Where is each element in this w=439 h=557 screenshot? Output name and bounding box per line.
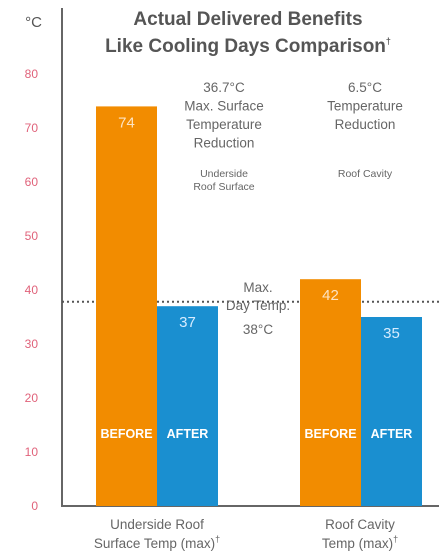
y-tick-label: 60 xyxy=(25,175,39,189)
x-category-label: Underside Roof xyxy=(110,517,204,532)
bar-value-label: 74 xyxy=(118,114,135,131)
y-tick-label: 0 xyxy=(31,499,38,513)
annotation-text: 6.5°C xyxy=(348,80,382,95)
bar-after-2 xyxy=(361,317,422,506)
annotation-text: Temperature xyxy=(186,117,262,132)
bar-series-label: AFTER xyxy=(371,427,413,441)
x-category-label: Temp (max)† xyxy=(322,534,398,551)
y-tick-label: 10 xyxy=(25,445,39,459)
bar-series-label: BEFORE xyxy=(100,427,152,441)
reference-line-label: 38°C xyxy=(243,322,273,337)
bar-series-label: AFTER xyxy=(167,427,209,441)
annotation-text: Max. Surface xyxy=(184,99,264,114)
bar-value-label: 37 xyxy=(179,314,196,331)
bar-value-label: 35 xyxy=(383,325,400,342)
reference-line-label: Day Temp. xyxy=(226,298,290,313)
y-tick-label: 80 xyxy=(25,67,39,81)
annotation-subtext: Roof Surface xyxy=(193,181,254,193)
annotation-text: Temperature xyxy=(327,99,403,114)
annotation-text: 36.7°C xyxy=(203,80,245,95)
x-category-mark: † xyxy=(215,534,220,544)
chart-title-mark: † xyxy=(386,36,391,46)
bar-series-label: BEFORE xyxy=(304,427,356,441)
annotation-subtext: Roof Cavity xyxy=(338,168,393,180)
y-unit-label: °C xyxy=(25,14,42,31)
x-category-label: Roof Cavity xyxy=(325,517,395,532)
y-tick-label: 70 xyxy=(25,121,39,135)
chart-title-line2: Like Cooling Days Comparison† xyxy=(105,36,391,57)
bar-before-2 xyxy=(300,279,361,506)
bar-value-label: 42 xyxy=(322,287,339,304)
annotation-text: Reduction xyxy=(335,117,396,132)
y-tick-label: 40 xyxy=(25,283,39,297)
y-tick-label: 20 xyxy=(25,391,39,405)
x-category-label: Surface Temp (max)† xyxy=(94,534,220,551)
y-tick-label: 30 xyxy=(25,337,39,351)
bar-before-1 xyxy=(96,106,157,507)
annotation-text: Reduction xyxy=(194,136,255,151)
x-category-mark: † xyxy=(393,534,398,544)
bar-after-1 xyxy=(157,306,218,506)
chart-title-line1: Actual Delivered Benefits xyxy=(133,9,362,30)
reference-line-label: Max. xyxy=(243,280,272,295)
y-tick-label: 50 xyxy=(25,229,39,243)
annotation-subtext: Underside xyxy=(200,168,248,180)
